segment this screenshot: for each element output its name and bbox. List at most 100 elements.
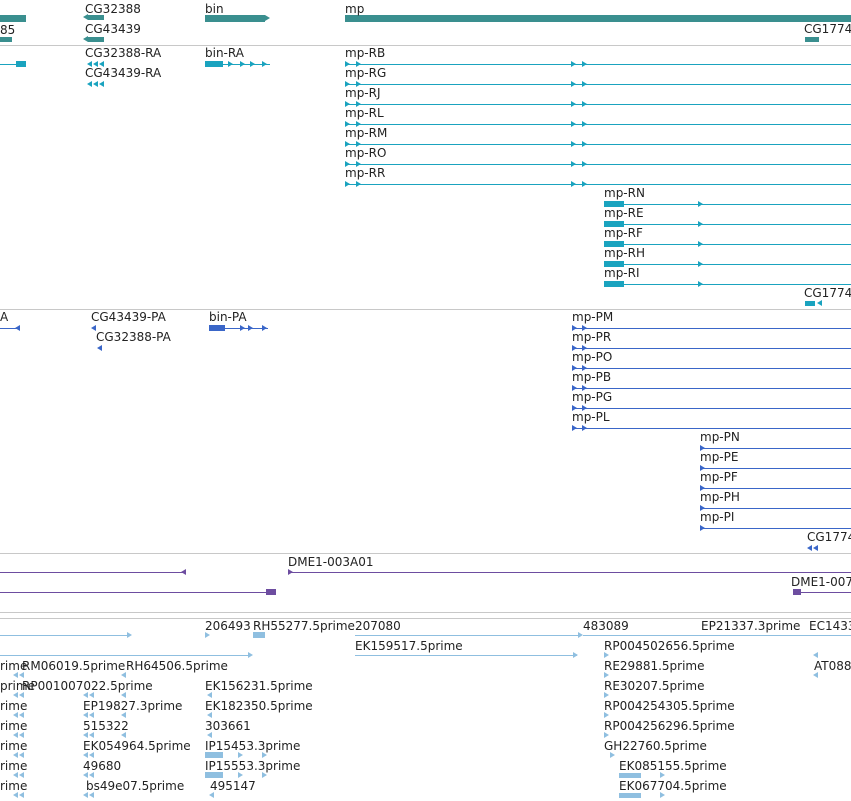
transcript-exon: [817, 300, 822, 306]
est-label[interactable]: 49680: [83, 759, 122, 773]
protein-label[interactable]: mp-PO: [572, 350, 613, 364]
transcript-label[interactable]: mp-RB: [345, 46, 386, 60]
protein-label[interactable]: mp-PF: [700, 470, 738, 484]
transcript-label[interactable]: CG1774: [804, 286, 851, 300]
protein-label[interactable]: CG43439-PA: [91, 310, 166, 324]
transcript-label[interactable]: mp-RJ: [345, 86, 381, 100]
protein-feature: [262, 325, 267, 331]
probe-label[interactable]: DME1-003A01: [288, 555, 374, 569]
est-label[interactable]: prime: [0, 679, 35, 693]
est-label[interactable]: RM06019.5prime: [22, 659, 126, 673]
est-label[interactable]: EK182350.5prime: [205, 699, 313, 713]
transcript-label[interactable]: mp-RM: [345, 126, 388, 140]
protein-label[interactable]: mp-PB: [572, 370, 612, 384]
est-label[interactable]: RP001007022.5prime: [22, 679, 153, 693]
est-label[interactable]: RP004254305.5prime: [604, 699, 735, 713]
protein-label[interactable]: mp-PR: [572, 330, 612, 344]
gene-label[interactable]: CG32388: [85, 2, 141, 16]
transcript-label[interactable]: CG32388-RA: [85, 46, 162, 60]
est-label[interactable]: EK054964.5prime: [83, 739, 191, 753]
transcript-exon: [345, 141, 350, 147]
transcript-exon: [93, 61, 98, 67]
est-label[interactable]: rime: [0, 719, 28, 733]
transcript-label[interactable]: mp-RG: [345, 66, 387, 80]
est-label[interactable]: rime: [0, 739, 28, 753]
transcript-exon: [16, 61, 26, 67]
est-label[interactable]: RP004256296.5prime: [604, 719, 735, 733]
est-label[interactable]: 495147: [210, 779, 256, 793]
transcript-label[interactable]: mp-RR: [345, 166, 386, 180]
transcript-label[interactable]: mp-RO: [345, 146, 387, 160]
est-label[interactable]: EK156231.5prime: [205, 679, 313, 693]
protein-feature: [572, 425, 577, 431]
probe-label[interactable]: DME1-007: [791, 575, 851, 589]
est-feature: [83, 792, 88, 798]
est-label[interactable]: 515322: [83, 719, 129, 733]
transcript-label[interactable]: mp-RH: [604, 246, 645, 260]
protein-feature: [813, 545, 818, 551]
transcript-label[interactable]: mp-RL: [345, 106, 384, 120]
protein-label[interactable]: A: [0, 310, 9, 324]
est-feature: [604, 712, 609, 718]
transcript-label[interactable]: mp-RI: [604, 266, 640, 280]
gene-label[interactable]: mp: [345, 2, 365, 16]
gene-label[interactable]: 85: [0, 23, 16, 37]
est-label[interactable]: IP15453.3prime: [205, 739, 301, 753]
protein-label[interactable]: mp-PI: [700, 510, 735, 524]
est-label[interactable]: RP004502656.5prime: [604, 639, 735, 653]
protein-label[interactable]: mp-PL: [572, 410, 610, 424]
transcript-label[interactable]: mp-RN: [604, 186, 645, 200]
est-label[interactable]: EK085155.5prime: [619, 759, 727, 773]
transcript-label[interactable]: mp-RE: [604, 206, 644, 220]
est-label[interactable]: EK159517.5prime: [355, 639, 463, 653]
gene-label[interactable]: CG43439: [85, 22, 141, 36]
est-label[interactable]: RE30207.5prime: [604, 679, 705, 693]
est-label[interactable]: GH22760.5prime: [604, 739, 707, 753]
est-label[interactable]: RH64506.5prime: [126, 659, 228, 673]
est-label[interactable]: rime: [0, 699, 28, 713]
transcript-exon: [571, 161, 576, 167]
est-label[interactable]: rime: [0, 779, 28, 793]
est-feature: [19, 772, 24, 778]
transcript-exon: [87, 81, 92, 87]
est-label[interactable]: IP15553.3prime: [205, 759, 301, 773]
transcript-label[interactable]: CG43439-RA: [85, 66, 162, 80]
est-label[interactable]: 206493: [205, 619, 251, 633]
est-feature: [660, 772, 665, 778]
gene-label[interactable]: CG1774: [804, 22, 851, 36]
est-label[interactable]: RH55277.5prime: [253, 619, 355, 633]
est-label[interactable]: RE29881.5prime: [604, 659, 705, 673]
transcript-label[interactable]: bin-RA: [205, 46, 244, 60]
protein-label[interactable]: mp-PH: [700, 490, 740, 504]
est-label[interactable]: AT088: [814, 659, 851, 673]
gene-label[interactable]: bin: [205, 2, 224, 16]
est-feature: [13, 792, 18, 798]
est-label[interactable]: 303661: [205, 719, 251, 733]
protein-label[interactable]: CG32388-PA: [96, 330, 171, 344]
transcript-exon: [99, 81, 104, 87]
protein-label[interactable]: mp-PN: [700, 430, 740, 444]
est-label[interactable]: bs49e07.5prime: [86, 779, 185, 793]
est-label[interactable]: EP19827.3prime: [83, 699, 183, 713]
transcript-label[interactable]: mp-RF: [604, 226, 643, 240]
protein-label[interactable]: CG1774: [807, 530, 851, 544]
est-feature: [121, 672, 126, 678]
protein-label[interactable]: mp-PE: [700, 450, 739, 464]
est-feature: [253, 632, 265, 638]
est-label[interactable]: rime: [0, 759, 28, 773]
est-label[interactable]: 207080: [355, 619, 401, 633]
est-label[interactable]: EP21337.3prime: [701, 619, 801, 633]
est-feature: [619, 793, 641, 798]
protein-feature: [91, 325, 96, 331]
est-feature: [121, 732, 126, 738]
protein-label[interactable]: mp-PG: [572, 390, 613, 404]
est-label[interactable]: EC1433: [809, 619, 851, 633]
est-label[interactable]: 483089: [583, 619, 629, 633]
est-label[interactable]: EK067704.5prime: [619, 779, 727, 793]
protein-label[interactable]: mp-PM: [572, 310, 614, 324]
est-label[interactable]: rime: [0, 659, 28, 673]
transcript-exon: [345, 81, 350, 87]
est-feature: [13, 712, 18, 718]
protein-label[interactable]: bin-PA: [209, 310, 247, 324]
